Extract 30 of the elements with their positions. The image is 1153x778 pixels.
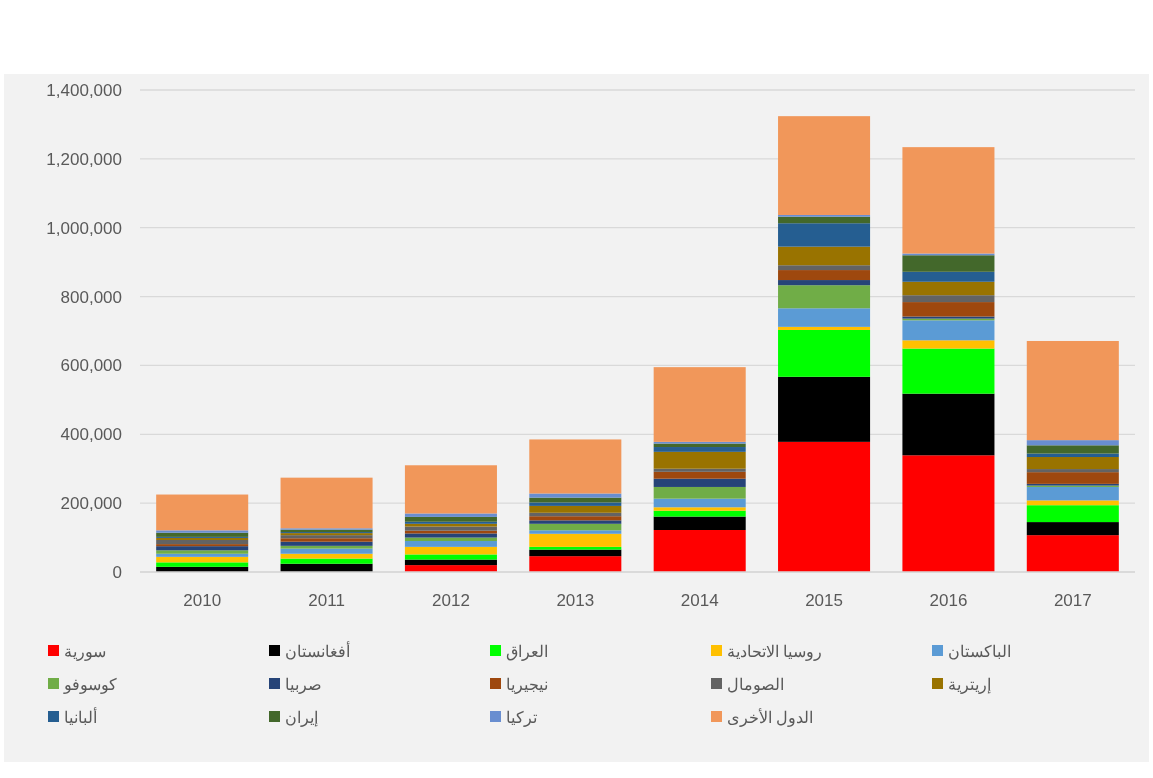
y-tick-label: 400,000 [60, 425, 122, 445]
legend-label: الدول الأخرى [727, 708, 814, 727]
legend-label: ألبانيا [64, 707, 97, 726]
legend-label: كوسوفو [63, 676, 117, 694]
legend-label: أفغانستان [285, 641, 350, 660]
x-tick-label: 2017 [1053, 591, 1092, 610]
legend-label: الصومال [727, 676, 784, 694]
x-tick-label: 2010 [183, 591, 222, 610]
legend-label: روسيا الاتحادية [727, 643, 823, 661]
legend-label: صربيا [285, 676, 322, 694]
x-tick-label: 2012 [432, 591, 470, 610]
legend-label: تركيا [506, 709, 537, 727]
legend-label: إيران [285, 709, 318, 727]
legend-label: نيجيريا [506, 676, 548, 694]
legend-label: العراق [506, 643, 548, 661]
x-tick-label: 2011 [308, 591, 345, 610]
y-tick-label: 1,400,000 [46, 81, 122, 100]
legend-label: الباكستان [948, 643, 1011, 660]
y-tick-label: 0 [112, 563, 122, 582]
y-tick-label: 600,000 [60, 356, 122, 376]
x-tick-label: 2016 [929, 591, 968, 610]
legend-label: سورية [64, 643, 106, 661]
x-tick-label: 2015 [805, 591, 843, 610]
y-tick-label: 800,000 [60, 287, 122, 307]
y-tick-label: 200,000 [60, 494, 122, 514]
y-tick-label: 1,200,000 [46, 149, 122, 169]
y-tick-label: 1,000,000 [46, 218, 122, 238]
legend-label: إريترية [948, 676, 991, 694]
x-tick-label: 2013 [556, 591, 595, 610]
x-tick-label: 2014 [680, 591, 719, 610]
